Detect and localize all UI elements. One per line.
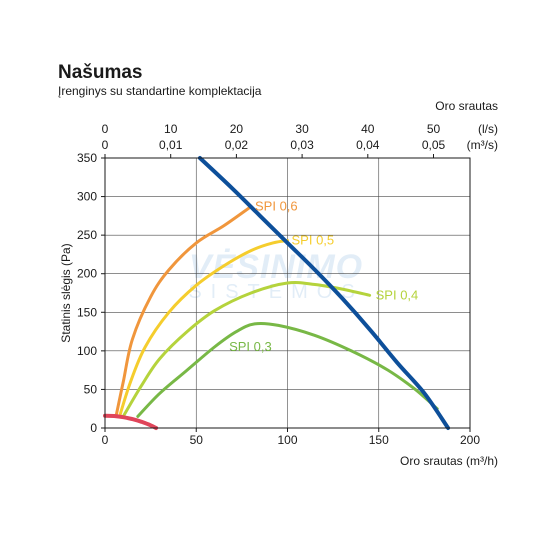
watermark-line-2: SISTEMOS: [188, 281, 364, 303]
y-tick-label: 250: [77, 228, 97, 242]
y-tick-label: 150: [77, 305, 97, 319]
y-tick-label: 100: [77, 344, 97, 358]
top-m3s-unit: (m³/s): [467, 138, 498, 152]
top-ls-unit: (l/s): [478, 122, 498, 136]
y-tick-label: 200: [77, 267, 97, 281]
watermark: VĖSINIMO SISTEMOS: [136, 248, 416, 304]
series-label-spi-0-3: SPI 0,3: [229, 339, 272, 354]
series-label-spi-0-4: SPI 0,4: [376, 287, 419, 302]
top-m3s-tick-label: 0,02: [225, 138, 249, 152]
top-axis-title: Oro srautas: [435, 99, 498, 113]
top-m3s-tick-label: 0,03: [290, 138, 314, 152]
series-label-spi-0-6: SPI 0,6: [255, 199, 298, 214]
y-axis-title: Statinis slėgis (Pa): [59, 243, 73, 342]
series-label-spi-0-5: SPI 0,5: [292, 233, 335, 248]
top-ls-tick-label: 20: [230, 122, 244, 136]
y-tick-label: 0: [90, 421, 97, 435]
top-ls-tick-label: 30: [295, 122, 309, 136]
chart-subtitle: Įrenginys su standartine komplektacija: [58, 84, 262, 98]
top-ls-tick-label: 10: [164, 122, 178, 136]
top-ls-tick-label: 40: [361, 122, 375, 136]
chart-title: Našumas: [58, 62, 143, 83]
x-tick-label: 50: [190, 433, 204, 447]
x-tick-label: 150: [369, 433, 389, 447]
series-line-4: [197, 156, 451, 430]
top-m3s-tick-label: 0: [102, 138, 109, 152]
top-m3s-tick-label: 0,05: [422, 138, 446, 152]
x-tick-label: 100: [277, 433, 297, 447]
series-line-spi-0-6: [114, 205, 253, 418]
top-ls-tick-label: 0: [102, 122, 109, 136]
x-tick-label: 0: [102, 433, 109, 447]
top-m3s-tick-label: 0,01: [159, 138, 183, 152]
top-m3s-tick-label: 0,04: [356, 138, 380, 152]
series-line-5: [103, 413, 159, 430]
y-tick-label: 350: [77, 151, 97, 165]
series-line-spi-0-5: [118, 239, 289, 418]
y-tick-label: 50: [84, 382, 98, 396]
watermark-line-1: VĖSINIMO: [188, 248, 364, 286]
y-tick-label: 300: [77, 190, 97, 204]
x-axis-title: Oro srautas (m³/h): [400, 454, 498, 468]
x-tick-label: 200: [460, 433, 480, 447]
top-ls-tick-label: 50: [427, 122, 441, 136]
series-line-spi-0-3: [136, 321, 439, 418]
